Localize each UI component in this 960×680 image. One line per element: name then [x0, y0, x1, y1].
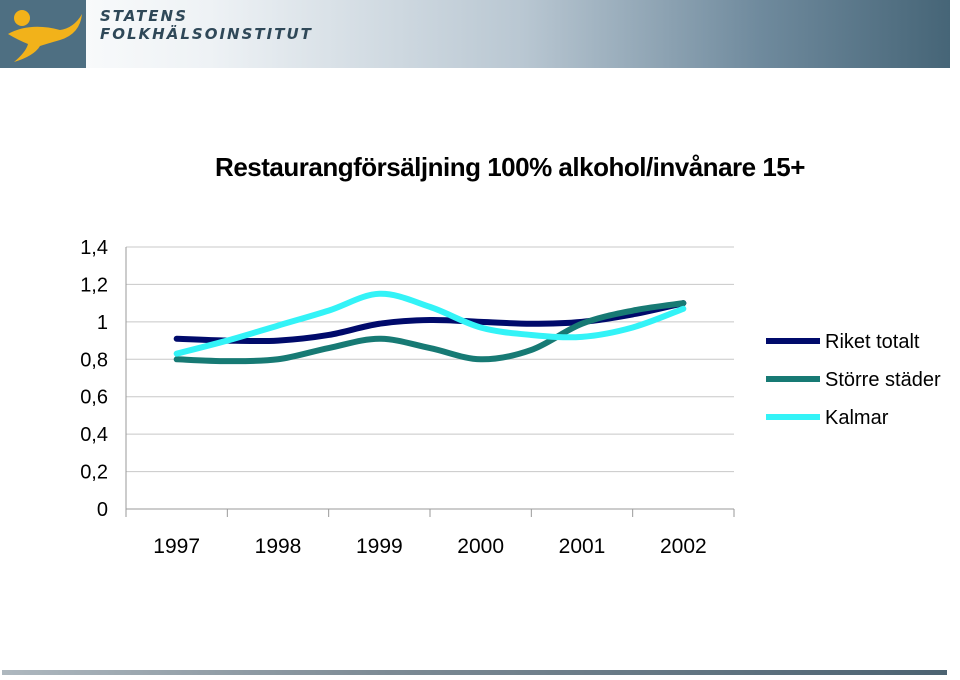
axes: 0 0,2 0,4 0,6 0,8 1 1,2 1,4 1997 1998 1999 2000 2001… — [80, 237, 735, 558]
x-tick-label: 2001 — [559, 535, 606, 558]
logo — [0, 0, 86, 68]
y-tick-label: 0,2 — [80, 462, 108, 484]
x-tick-label: 1997 — [153, 535, 200, 558]
x-tick-label: 1998 — [255, 535, 302, 558]
legend-label: Kalmar — [825, 407, 889, 429]
running-figure-icon — [8, 10, 82, 62]
y-tick-label: 0 — [97, 499, 108, 521]
y-tick-label: 0,4 — [80, 424, 108, 446]
header-banner: STATENS FOLKHÄLSOINSTITUT — [0, 0, 950, 68]
legend: Riket totalt Större städer Kalmar — [766, 331, 941, 429]
series-line — [173, 300, 687, 365]
x-tick-label: 1999 — [356, 535, 403, 558]
x-tick-label: 2000 — [457, 535, 504, 558]
legend-label: Riket totalt — [825, 331, 920, 353]
chart-title: Restaurangförsäljning 100% alkohol/invån… — [215, 152, 805, 182]
organization-name: STATENS FOLKHÄLSOINSTITUT — [100, 7, 313, 43]
y-tick-label: 0,8 — [80, 349, 108, 371]
y-tick-label: 1,4 — [80, 237, 108, 259]
gridlines — [126, 246, 734, 510]
series-lines — [173, 290, 687, 365]
series-line — [173, 290, 687, 357]
organization-name-line1: STATENS — [100, 7, 188, 25]
footer-divider — [2, 670, 947, 675]
y-tick-label: 1,2 — [80, 274, 108, 296]
legend-label: Större städer — [825, 369, 941, 391]
organization-name-line2: FOLKHÄLSOINSTITUT — [100, 25, 313, 43]
y-tick-label: 0,6 — [80, 387, 108, 409]
y-tick-label: 1 — [97, 312, 108, 334]
x-tick-label: 2002 — [660, 535, 707, 558]
